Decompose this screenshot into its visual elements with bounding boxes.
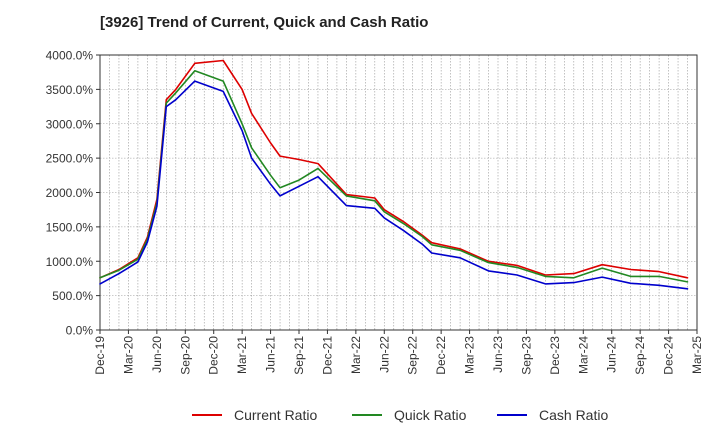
y-tick-label: 3000.0% [46, 117, 94, 131]
x-tick-label: Sep-21 [292, 336, 306, 375]
x-tick-label: Dec-20 [207, 336, 221, 375]
grid-layer [100, 55, 697, 330]
x-tick-label: Sep-23 [519, 336, 533, 375]
x-tick-label: Dec-21 [320, 336, 334, 375]
y-tick-label: 4000.0% [46, 49, 94, 63]
x-tick-label: Dec-19 [93, 336, 107, 375]
x-tick-label: Mar-23 [463, 336, 477, 374]
x-tick-label: Mar-25 [690, 336, 704, 374]
x-tick-label: Dec-24 [662, 336, 676, 375]
x-tick-label: Jun-24 [605, 336, 619, 373]
y-tick-label: 2500.0% [46, 152, 94, 166]
x-tick-label: Dec-22 [434, 336, 448, 375]
legend-label: Current Ratio [234, 407, 317, 423]
x-tick-label: Dec-23 [548, 336, 562, 375]
y-tick-label: 1000.0% [46, 255, 94, 269]
y-tick-label: 3500.0% [46, 83, 94, 97]
legend-label: Quick Ratio [394, 407, 467, 423]
x-tick-label: Jun-23 [491, 336, 505, 373]
x-tick-label: Sep-24 [633, 336, 647, 375]
x-tick-label: Mar-22 [349, 336, 363, 374]
legend-layer: Current Ratio Quick Ratio Cash Ratio [192, 407, 608, 423]
x-tick-label: Sep-22 [406, 336, 420, 375]
x-tick-label: Mar-20 [121, 336, 135, 374]
y-tick-label: 1500.0% [46, 220, 94, 234]
axis-layer: 0.0% 500.0% 1000.0% 1500.0% 2000.0% 2500.0% 30… [46, 49, 704, 375]
x-tick-label: Jun-21 [264, 336, 278, 373]
x-tick-label: Jun-22 [377, 336, 391, 373]
x-tick-label: Jun-20 [150, 336, 164, 373]
y-tick-label: 0.0% [66, 324, 94, 338]
chart-title: [3926] Trend of Current, Quick and Cash … [100, 14, 429, 31]
y-tick-label: 500.0% [52, 289, 93, 303]
x-tick-label: Mar-21 [235, 336, 249, 374]
x-tick-label: Sep-20 [178, 336, 192, 375]
series-line-cash-ratio [99, 80, 689, 290]
x-tick-label: Mar-24 [576, 336, 590, 374]
series-layer [99, 59, 689, 290]
y-tick-label: 2000.0% [46, 186, 94, 200]
legend-label: Cash Ratio [539, 407, 608, 423]
